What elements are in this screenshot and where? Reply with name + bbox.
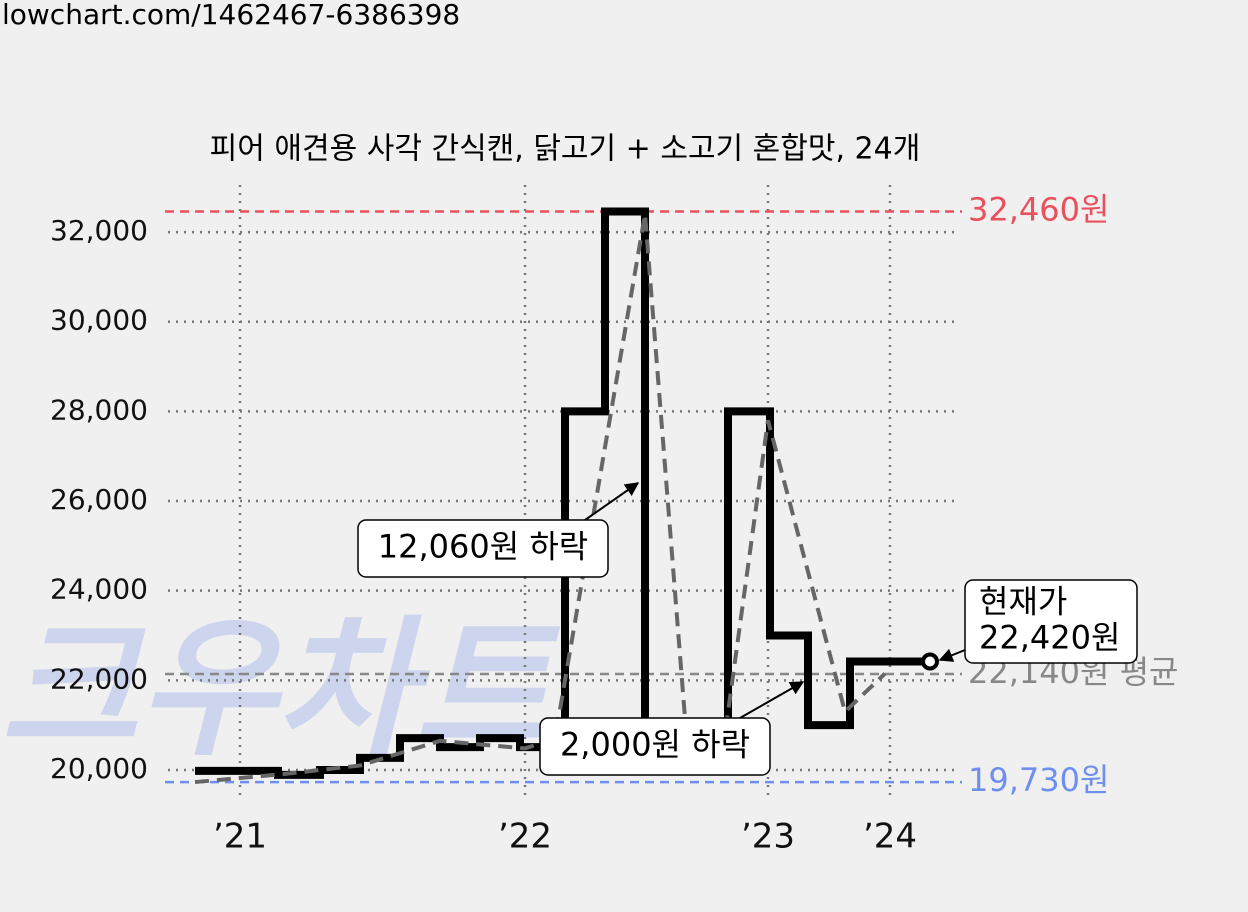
x-tick-label: ’24 [863, 817, 917, 857]
y-tick-label: 30,000 [50, 304, 148, 337]
y-tick-label: 24,000 [50, 573, 148, 606]
annotation-arrow [938, 648, 966, 662]
y-tick-label: 26,000 [50, 483, 148, 516]
x-tick-label: ’21 [213, 817, 267, 857]
x-tick-label: ’22 [498, 817, 552, 857]
annotation-text: 현재가 [979, 583, 1067, 621]
chart-title: 피어 애견용 사각 간식캔, 닭고기 + 소고기 혼합맛, 24개 [210, 132, 921, 167]
url: lowchart.com/1462467-6386398 [2, 0, 460, 31]
y-tick-label: 28,000 [50, 393, 148, 426]
annotation-box [357, 519, 609, 578]
y-tick-label: 22,000 [50, 662, 148, 695]
reference-label: 32,460원 [968, 190, 1109, 228]
annotation-arrow [739, 681, 805, 719]
annotation-box [539, 717, 771, 776]
annotation-text: 22,420원 [979, 619, 1120, 657]
annotation-text: 2,000원 하락 [560, 726, 750, 764]
price-line [194, 213, 887, 785]
annotation-arrow [584, 482, 640, 521]
x-tick-label: ’23 [741, 817, 795, 857]
annotation-text: 12,060원 하락 [378, 528, 588, 566]
current-point [921, 652, 939, 671]
reference-label: 19,730원 [968, 761, 1109, 799]
y-tick-label: 20,000 [50, 752, 148, 785]
annotation-box [964, 579, 1138, 664]
y-tick-label: 32,000 [50, 214, 148, 247]
